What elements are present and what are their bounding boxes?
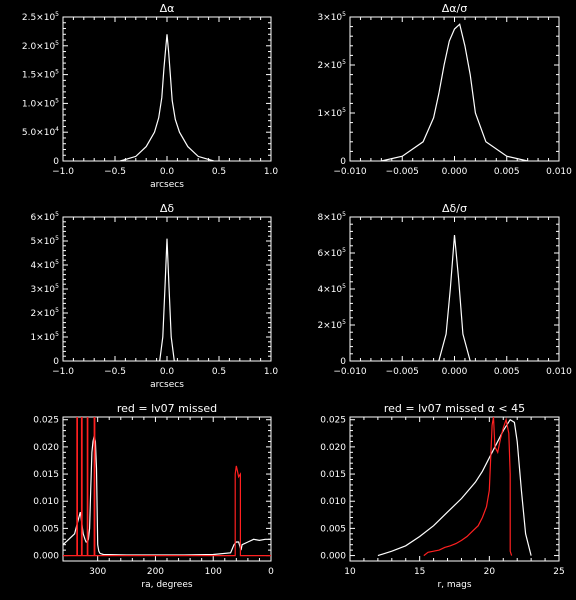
chart-title: red = lv07 missed bbox=[117, 402, 217, 415]
y-tick-label: 0 bbox=[340, 157, 346, 167]
x-tick-label: −1.0 bbox=[52, 167, 74, 177]
x-tick-label: 15 bbox=[414, 567, 425, 577]
y-tick-label: 1.5×105 bbox=[22, 69, 59, 81]
y-tick-label: 3×105 bbox=[317, 11, 346, 23]
x-tick-label: 0 bbox=[268, 567, 274, 577]
series-line-0 bbox=[438, 234, 471, 361]
y-tick-label: 0 bbox=[53, 157, 59, 167]
y-tick-label: 0.020 bbox=[33, 443, 59, 453]
x-tick-label: 0.5 bbox=[212, 167, 226, 177]
x-tick-label: 300 bbox=[89, 567, 106, 577]
y-tick-label: 6×105 bbox=[317, 247, 346, 259]
x-tick-label: −0.5 bbox=[104, 167, 126, 177]
y-tick-label: 0 bbox=[53, 357, 59, 367]
y-tick-label: 1×105 bbox=[30, 331, 59, 343]
x-tick-label: 1.0 bbox=[264, 367, 279, 377]
x-tick-label: 0.0 bbox=[160, 367, 175, 377]
plot-frame bbox=[349, 416, 560, 562]
x-tick-label: −0.005 bbox=[386, 167, 419, 177]
x-axis-label: arcsecs bbox=[150, 380, 184, 390]
chart-title: red = lv07 missed α < 45 bbox=[384, 402, 525, 415]
x-tick-label: −0.010 bbox=[333, 367, 367, 377]
y-tick-label: 2×105 bbox=[317, 319, 346, 331]
chart-panel-4: 300 200 100 0 0.000 0.005 0.010 0.015 0.020 0.025… bbox=[33, 402, 274, 590]
x-tick-label: 0.0 bbox=[160, 167, 175, 177]
x-tick-label: 200 bbox=[147, 567, 164, 577]
y-tick-label: 0.005 bbox=[320, 524, 346, 534]
y-tick-label: 0.010 bbox=[320, 497, 346, 507]
chart-panel-1: −0.010 −0.005 0.000 0.005 0.010 0 1×105 2×105 3×… bbox=[317, 2, 572, 177]
series-line-0 bbox=[120, 34, 214, 161]
y-tick-label: 5.0×104 bbox=[22, 126, 59, 138]
series-line-1 bbox=[63, 417, 271, 557]
chart-title: Δα bbox=[160, 2, 175, 15]
series-line-0 bbox=[159, 238, 175, 361]
y-tick-label: 0.025 bbox=[33, 416, 59, 426]
x-tick-label: 20 bbox=[484, 567, 496, 577]
y-tick-label: 4×105 bbox=[30, 259, 59, 271]
x-tick-label: 100 bbox=[205, 567, 222, 577]
y-tick-label: 1.0×105 bbox=[22, 97, 59, 109]
series-line-0 bbox=[63, 435, 271, 556]
x-axis-label: ra, degrees bbox=[141, 580, 192, 590]
x-tick-label: 0.5 bbox=[212, 367, 226, 377]
chart-panel-2: −1.0 −0.5 0.0 0.5 1.0 0 1×105 2×105 3×105 4×105 5×… bbox=[30, 202, 278, 390]
chart-title: Δδ bbox=[160, 202, 175, 215]
x-tick-label: 10 bbox=[344, 567, 356, 577]
x-axis-label: arcsecs bbox=[150, 180, 184, 190]
y-tick-label: 0.000 bbox=[320, 552, 346, 562]
chart-title: Δα/σ bbox=[442, 2, 467, 15]
y-tick-label: 1×105 bbox=[317, 107, 346, 119]
y-tick-label: 3×105 bbox=[30, 283, 59, 295]
y-tick-label: 0 bbox=[340, 357, 346, 367]
series-line-0 bbox=[377, 418, 532, 557]
y-tick-label: 0.005 bbox=[33, 524, 59, 534]
x-tick-label: −0.005 bbox=[386, 367, 419, 377]
x-tick-label: 0.005 bbox=[494, 367, 520, 377]
x-tick-label: −1.0 bbox=[52, 367, 74, 377]
y-tick-label: 4×105 bbox=[317, 283, 346, 295]
x-tick-label: −0.010 bbox=[333, 167, 367, 177]
x-tick-label: 0.010 bbox=[546, 167, 572, 177]
y-tick-label: 0.015 bbox=[320, 470, 346, 480]
x-tick-label: 25 bbox=[553, 567, 564, 577]
chart-panel-3: −0.010 −0.005 0.000 0.005 0.010 0 2×105 4×105 6×… bbox=[317, 202, 572, 377]
x-tick-label: 0.010 bbox=[546, 367, 572, 377]
series-line-1 bbox=[423, 417, 513, 557]
chart-title: Δδ/σ bbox=[442, 202, 467, 215]
y-tick-label: 0.010 bbox=[33, 497, 59, 507]
x-tick-label: 0.000 bbox=[442, 367, 468, 377]
x-tick-label: 0.005 bbox=[494, 167, 520, 177]
y-tick-label: 0.015 bbox=[33, 470, 59, 480]
y-tick-label: 0.020 bbox=[320, 443, 346, 453]
x-tick-label: 0.000 bbox=[442, 167, 468, 177]
series-line-0 bbox=[381, 23, 528, 161]
y-tick-label: 2.0×105 bbox=[22, 40, 59, 52]
y-tick-label: 8×105 bbox=[317, 211, 346, 223]
chart-panel-0: −1.0 −0.5 0.0 0.5 1.0 0 5.0×104 1.0×105 1.5×105 2… bbox=[22, 2, 279, 190]
y-tick-label: 0.000 bbox=[33, 552, 59, 562]
x-tick-label: −0.5 bbox=[104, 367, 126, 377]
y-tick-label: 2.5×105 bbox=[22, 11, 59, 23]
y-tick-label: 5×105 bbox=[30, 235, 59, 247]
y-tick-label: 0.025 bbox=[320, 416, 346, 426]
x-tick-label: 1.0 bbox=[264, 167, 279, 177]
y-tick-label: 2×105 bbox=[317, 59, 346, 71]
y-tick-label: 6×105 bbox=[30, 211, 59, 223]
y-tick-label: 2×105 bbox=[30, 307, 59, 319]
chart-panel-5: 10 15 20 25 0.000 0.005 0.010 0.015 0.020 0.025 re… bbox=[320, 402, 564, 590]
x-axis-label: r, mags bbox=[437, 580, 471, 590]
